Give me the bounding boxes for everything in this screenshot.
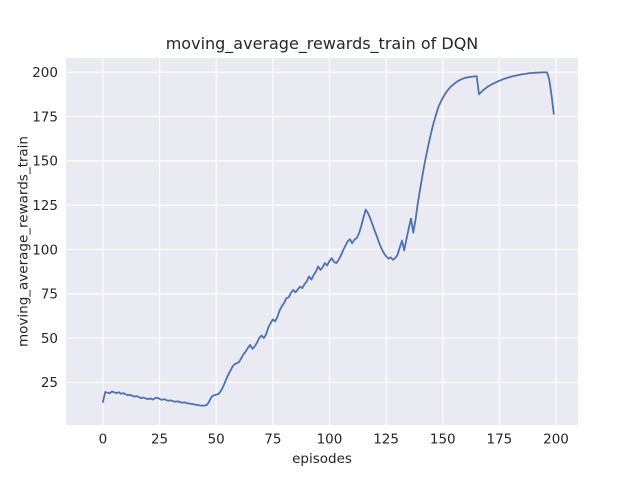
x-tick-label: 200 [543,432,569,448]
x-tick-label: 125 [373,432,399,448]
y-tick-label: 100 [32,242,58,258]
y-tick-label: 150 [32,154,58,170]
chart-title: moving_average_rewards_train of DQN [165,34,479,53]
x-axis-label: episodes [292,451,352,467]
y-axis-label: moving_average_rewards_train [15,136,32,348]
y-tick-label: 175 [32,109,58,125]
x-tick-label: 175 [486,432,512,448]
x-tick-label: 0 [99,432,108,448]
series-line [102,71,555,407]
y-tick-label: 200 [32,65,58,81]
y-tick-label: 75 [41,287,58,303]
x-tick-label: 25 [151,432,168,448]
y-tick-label: 125 [32,198,58,214]
axes-background [66,58,578,425]
y-tick-label: 25 [41,375,58,391]
x-tick-label: 100 [317,432,343,448]
y-tick-label: 50 [41,331,58,347]
x-tick-label: 50 [208,432,225,448]
x-tick-label: 75 [264,432,281,448]
x-tick-label: 150 [430,432,456,448]
